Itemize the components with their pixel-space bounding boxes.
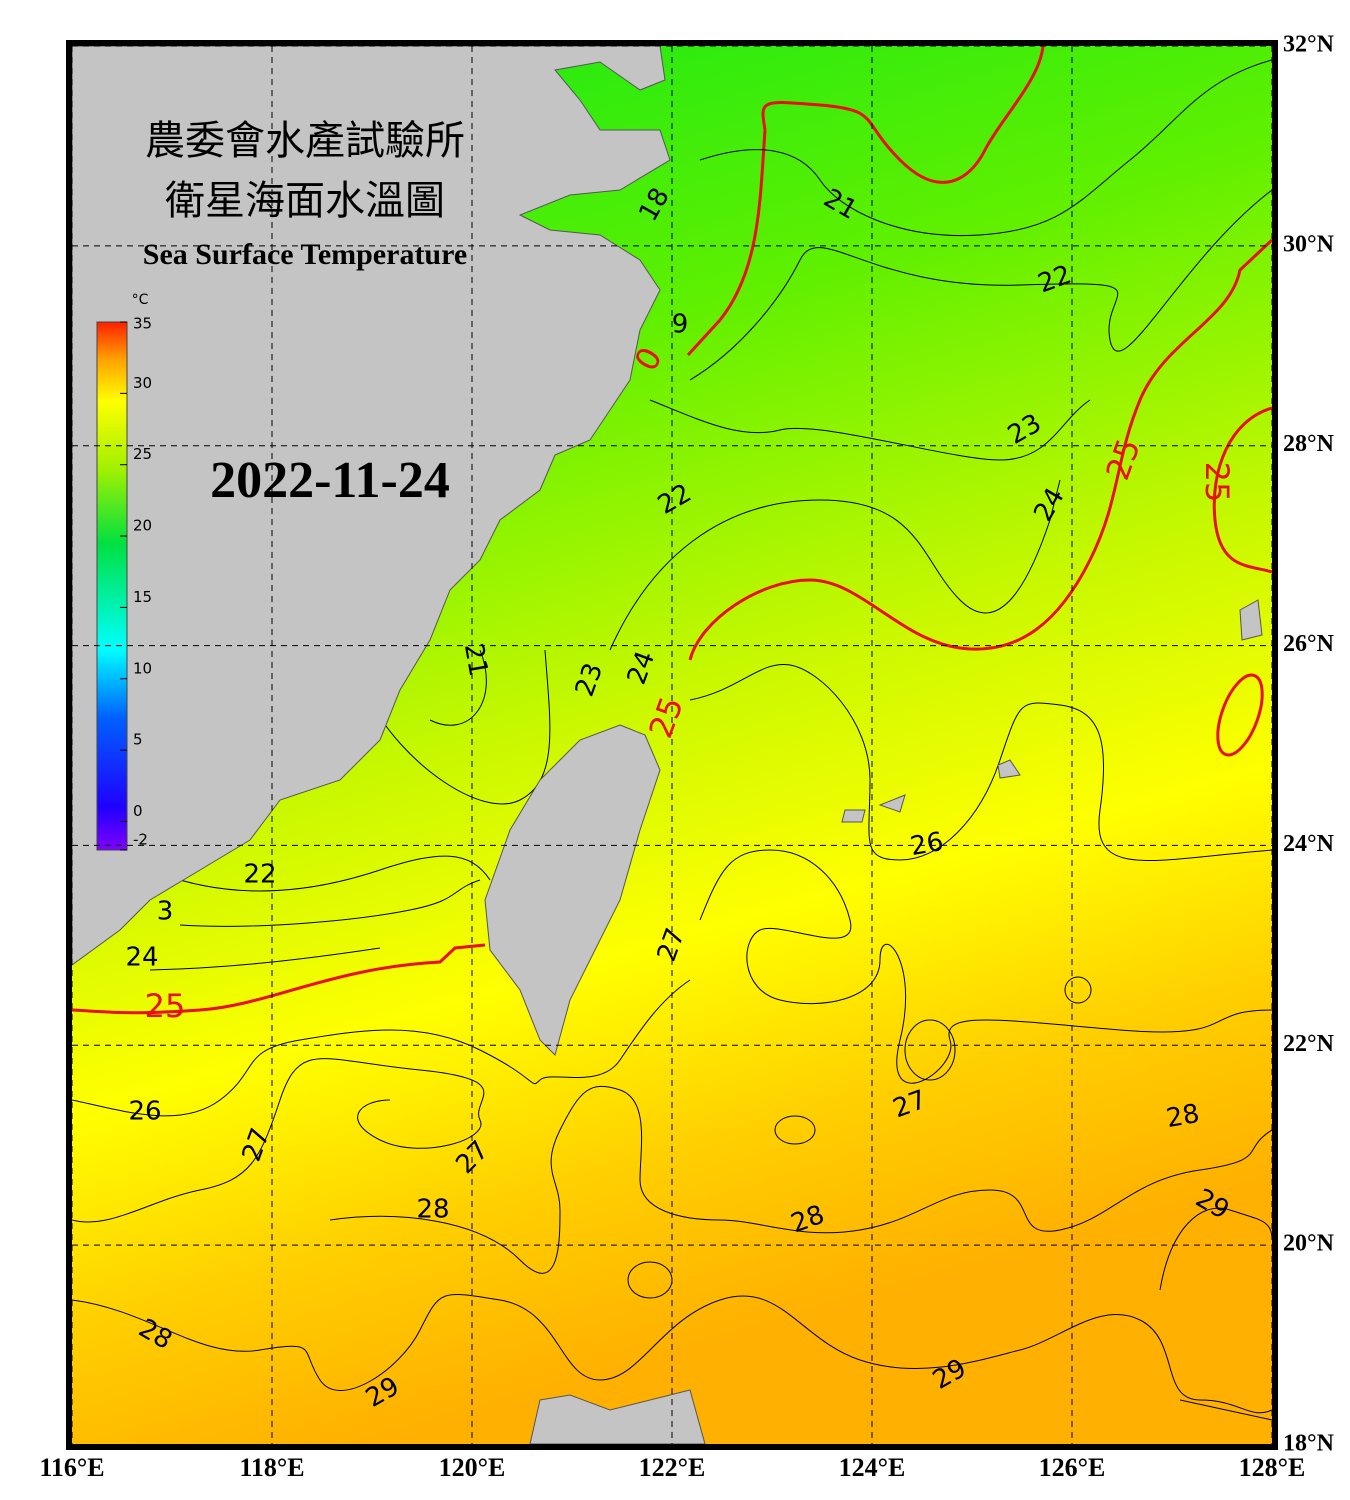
- contour-label: 26: [128, 1097, 161, 1127]
- contour-line: [904, 1019, 956, 1081]
- contour-line: [689, 663, 1272, 861]
- y-tick-label: 26°N: [1283, 631, 1335, 657]
- isotherm-top: [761, 46, 1045, 184]
- isotherm-25: [688, 238, 1272, 661]
- x-tick-label: 122°E: [639, 1453, 706, 1482]
- contour-label: 22: [243, 860, 276, 890]
- contour-line: [1064, 976, 1092, 1004]
- isotherm-25-east: [1212, 406, 1272, 574]
- colorbar-tick-label: 15: [133, 588, 152, 606]
- contour-line: [699, 59, 1272, 237]
- contour-label: 25: [145, 987, 186, 1025]
- mainland-china: [72, 46, 671, 966]
- colorbar-unit: °C: [132, 292, 149, 308]
- contour-line: [649, 399, 1091, 461]
- contour-label: 26: [908, 827, 946, 862]
- y-tick-label: 20°N: [1283, 1231, 1335, 1257]
- title-zh-1: 農委會水產試驗所: [145, 118, 465, 163]
- contour-label: 24: [125, 943, 158, 973]
- colorbar-tick-label: 20: [133, 517, 152, 535]
- colorbar-tick-label: 25: [133, 445, 152, 463]
- y-tick-label: 24°N: [1283, 831, 1335, 857]
- x-tick-label: 118°E: [239, 1453, 304, 1482]
- x-tick-label: 126°E: [1039, 1453, 1106, 1482]
- contour-label: 25: [1198, 462, 1236, 503]
- colorbar-tick-label: 30: [133, 374, 152, 392]
- y-tick-label: 30°N: [1283, 231, 1335, 257]
- y-tick-label: 32°N: [1283, 32, 1335, 58]
- contour-label: 9: [672, 310, 689, 340]
- taiwan: [484, 724, 661, 1056]
- isotherm-25: [72, 943, 486, 1015]
- contour-label: 28: [1164, 1099, 1202, 1134]
- map-frame: [66, 40, 1278, 1450]
- title-zh-2: 衛星海面水溫圖: [165, 178, 445, 223]
- contour-line: [149, 855, 491, 971]
- x-tick-label: 124°E: [839, 1453, 906, 1482]
- colorbar-tick-label: -2: [133, 831, 148, 849]
- y-tick-label: 18°N: [1283, 1431, 1335, 1457]
- contour-line: [609, 479, 1061, 651]
- y-tick-label: 22°N: [1283, 1031, 1335, 1057]
- contour-line: [329, 1085, 1272, 1274]
- date: 2022-11-24: [210, 452, 450, 509]
- contour-label: 21: [458, 641, 493, 679]
- contour-line: [369, 649, 551, 805]
- contour-line: [72, 1058, 485, 1223]
- isotherm-25-east: [1216, 673, 1264, 757]
- title-en: Sea Surface Temperature: [143, 238, 467, 271]
- colorbar-tick-label: 5: [133, 731, 143, 749]
- contour-label: 3: [157, 897, 174, 927]
- luzon: [529, 1389, 706, 1444]
- colorbar: [96, 321, 128, 851]
- isotherm-20: [686, 129, 767, 357]
- y-tick-label: 28°N: [1283, 431, 1335, 457]
- x-tick-label: 120°E: [439, 1453, 506, 1482]
- contour-line: [72, 979, 691, 1117]
- contour-label: 28: [416, 1195, 449, 1225]
- colorbar-tick-label: 0: [133, 802, 143, 820]
- contour-line: [72, 1294, 1272, 1414]
- contour-line: [774, 1115, 816, 1145]
- contour-line: [689, 189, 1272, 381]
- contour-line: [1159, 1207, 1272, 1421]
- x-tick-label: 116°E: [39, 1453, 104, 1482]
- contour-line: [699, 849, 1272, 1084]
- colorbar-tick-label: 35: [133, 315, 152, 333]
- x-tick-label: 128°E: [1239, 1453, 1306, 1482]
- colorbar-tick-label: 10: [133, 659, 152, 677]
- island: [841, 599, 1263, 823]
